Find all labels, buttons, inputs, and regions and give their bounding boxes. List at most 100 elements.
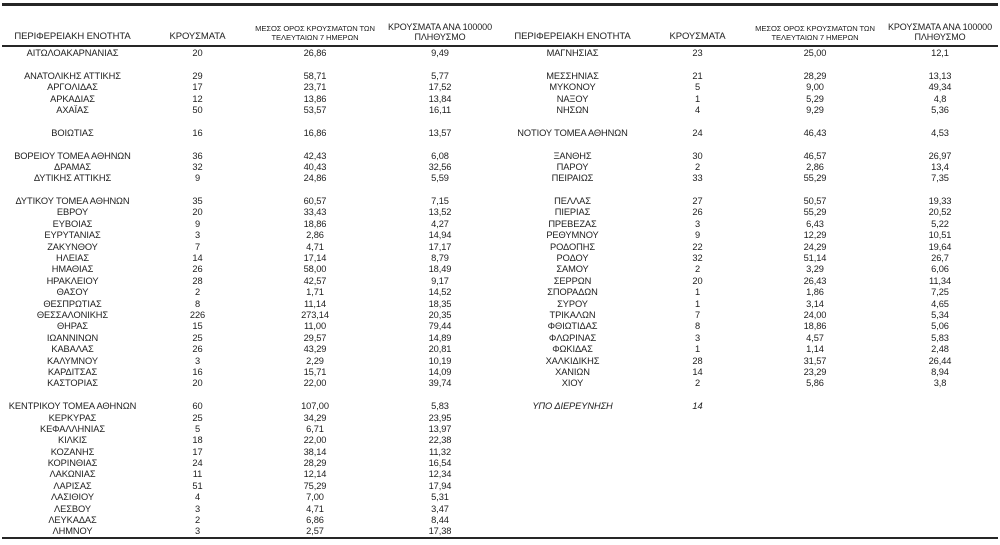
table-row: ΒΟΡΕΙΟΥ ΤΟΜΕΑ ΑΘΗΝΩΝ 36 42,43 6,08: [0, 151, 500, 162]
cases-cell: 23: [692, 48, 703, 58]
table-row: ΛΑΡΙΣΑΣ 51 75,29 17,94: [0, 481, 500, 492]
cases-cell: 12: [192, 93, 203, 104]
per100k-cell: 23,95: [428, 412, 452, 423]
left-table-header: ΠΕΡΙΦΕΡΕΙΑΚΗ ΕΝΟΤΗΤΑ ΚΡΟΥΣΜΑΤΑ ΜΕΣΟΣ ΟΡΟ…: [0, 6, 500, 45]
cases-cell: 26: [192, 344, 203, 355]
per100k-header-line2: ΠΛΗΘΥΣΜΟ: [414, 32, 466, 42]
table-row: ΘΕΣΠΡΩΤΙΑΣ 8 11,14 18,35: [0, 299, 500, 310]
region-cell: ΦΘΙΩΤΙΔΑΣ: [547, 321, 598, 332]
table-row: ΥΠΟ ΔΙΕΡΕΥΝΗΣΗ 14: [500, 401, 1000, 412]
avg7-cell: 2,57: [306, 526, 324, 537]
per100k-cell: 12,1: [931, 48, 949, 58]
per100k-cell: 3,8: [933, 378, 947, 389]
region-cell: ΑΡΓΟΛΙΔΑΣ: [47, 82, 98, 93]
region-cell: ΔΥΤΙΚΗΣ ΑΤΤΙΚΗΣ: [33, 173, 112, 184]
cases-cell: 35: [192, 196, 203, 207]
region-cell: ΚΟΖΑΝΗΣ: [50, 446, 95, 457]
per100k-cell: 17,38: [428, 526, 452, 537]
cases-cell: 1: [694, 287, 701, 298]
per100k-cell: 5,77: [431, 70, 449, 81]
table-row: ΙΩΑΝΝΙΝΩΝ 25 29,57 14,89: [0, 333, 500, 344]
region-cell: ΠΕΙΡΑΙΩΣ: [551, 173, 594, 184]
avg7-cell: 24,29: [803, 241, 827, 252]
region-cell: ΤΡΙΚΑΛΩΝ: [549, 309, 596, 320]
table-row: ΑΧΑΪΑΣ 50 53,57 16,11: [0, 105, 500, 116]
table-row: ΠΕΛΛΑΣ 27 50,57 19,33: [500, 196, 1000, 207]
avg7-cell: 2,86: [306, 230, 324, 241]
table-row: ΑΡΚΑΔΙΑΣ 12 13,86 13,84: [0, 94, 500, 105]
cases-cell: 1: [694, 344, 701, 355]
avg7-cell: 55,29: [803, 173, 827, 184]
cases-cell: 36: [192, 150, 203, 161]
avg7-cell: [750, 401, 880, 412]
cases-cell: 14: [192, 253, 203, 264]
per100k-cell: 5,06: [931, 321, 949, 332]
region-cell: ΥΠΟ ΔΙΕΡΕΥΝΗΣΗ: [532, 401, 613, 412]
table-row: ΗΜΑΘΙΑΣ 26 58,00 18,49: [0, 264, 500, 275]
avg7-cell: 31,57: [803, 355, 827, 366]
per100k-cell: 14,89: [428, 332, 452, 343]
avg7-cell: 16,86: [303, 127, 327, 138]
avg7-cell: 43,29: [303, 344, 327, 355]
table-row: ΛΕΣΒΟΥ 3 4,71 3,47: [0, 504, 500, 515]
table-row: ΜΑΓΝΗΣΙΑΣ 23 25,00 12,1: [500, 48, 1000, 59]
spacer-row: [500, 59, 1000, 70]
region-cell: ΔΡΑΜΑΣ: [53, 161, 91, 172]
cases-cell: 9: [194, 218, 201, 229]
cases-cell: 26: [192, 264, 203, 275]
per100k-header-line1: ΚΡΟΥΣΜΑΤΑ ΑΝΑ 100000: [888, 22, 992, 32]
per100k-cell: 16,11: [428, 104, 452, 115]
per100k-cell: 3,47: [431, 503, 449, 514]
avg7-column-header: ΜΕΣΟΣ ΟΡΟΣ ΚΡΟΥΣΜΑΤΩΝ ΤΩΝ ΤΕΛΕΥΤΑΙΩΝ 7 Η…: [750, 24, 880, 45]
cases-cell: 7: [194, 241, 201, 252]
table-row: ΣΠΟΡΑΔΩΝ 1 1,86 7,25: [500, 287, 1000, 298]
per100k-cell: 14,94: [428, 230, 452, 241]
cases-column-header: ΚΡΟΥΣΜΑΤΑ: [169, 31, 226, 42]
region-cell: ΚΙΛΚΙΣ: [58, 435, 87, 446]
per100k-cell: 79,44: [428, 321, 452, 332]
avg7-column-header: ΜΕΣΟΣ ΟΡΟΣ ΚΡΟΥΣΜΑΤΩΝ ΤΩΝ ΤΕΛΕΥΤΑΙΩΝ 7 Η…: [250, 24, 380, 45]
per100k-column-header: ΚΡΟΥΣΜΑΤΑ ΑΝΑ 100000 ΠΛΗΘΥΣΜΟ: [380, 22, 500, 45]
region-cell: ΕΥΒΟΙΑΣ: [52, 218, 93, 229]
table-row: ΡΕΘΥΜΝΟΥ 9 12,29 10,51: [500, 230, 1000, 241]
per100k-cell: 5,34: [931, 309, 949, 320]
per100k-cell: 11,34: [928, 275, 952, 286]
cases-cell: 5: [194, 423, 201, 434]
region-cell: ΧΙΟΥ: [561, 378, 584, 389]
region-cell: ΚΟΡΙΝΘΙΑΣ: [47, 458, 98, 469]
region-cell: ΧΑΝΙΩΝ: [555, 366, 590, 377]
avg7-cell: 22,00: [303, 435, 327, 446]
avg7-header-line2: ΤΕΛΕΥΤΑΙΩΝ 7 ΗΜΕΡΩΝ: [771, 33, 859, 42]
per100k-cell: 4,8: [933, 93, 947, 104]
cases-cell: 20: [192, 207, 203, 218]
cases-cell: 20: [192, 378, 203, 389]
cases-cell: 2: [194, 287, 201, 298]
cases-cell: 60: [192, 401, 203, 412]
per100k-cell: 5,36: [931, 104, 949, 115]
avg7-cell: 13,86: [303, 93, 327, 104]
per100k-cell: 49,34: [928, 82, 952, 93]
table-row: ΦΩΚΙΔΑΣ 1 1,14 2,48: [500, 344, 1000, 355]
region-cell: ΛΕΥΚΑΔΑΣ: [48, 515, 97, 526]
cases-cell: 32: [692, 253, 703, 264]
per100k-cell: 8,44: [431, 515, 449, 526]
table-row: ΞΑΝΘΗΣ 30 46,57 26,97: [500, 151, 1000, 162]
table-row: ΖΑΚΥΝΘΟΥ 7 4,71 17,17: [0, 242, 500, 253]
per100k-cell: 10,51: [928, 230, 952, 241]
region-cell: ΗΜΑΘΙΑΣ: [51, 264, 94, 275]
avg7-cell: 23,29: [803, 366, 827, 377]
cases-cell: 17: [192, 446, 203, 457]
cases-cell: 16: [192, 366, 203, 377]
spacer-row: [500, 390, 1000, 401]
table-row: ΚΑΣΤΟΡΙΑΣ 20 22,00 39,74: [0, 378, 500, 389]
table-row: ΧΙΟΥ 2 5,86 3,8: [500, 378, 1000, 389]
cases-cell: 14: [692, 366, 703, 377]
region-cell: ΛΕΣΒΟΥ: [54, 503, 91, 514]
cases-cell: 9: [694, 230, 701, 241]
region-cell: ΜΕΣΣΗΝΙΑΣ: [546, 70, 599, 81]
table-row: ΣΕΡΡΩΝ 20 26,43 11,34: [500, 276, 1000, 287]
table-row: ΛΑΣΙΘΙΟΥ 4 7,00 5,31: [0, 492, 500, 503]
region-cell: ΚΑΒΑΛΑΣ: [51, 344, 94, 355]
avg7-cell: 17,14: [303, 253, 327, 264]
per100k-cell: 2,48: [931, 344, 949, 355]
